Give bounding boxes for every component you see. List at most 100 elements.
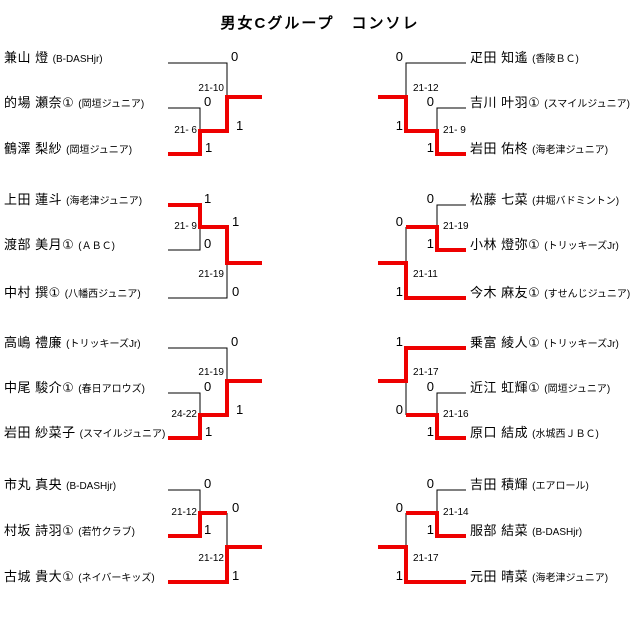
player-club: (トリッキーズJr) xyxy=(544,339,619,350)
player-club: (エアロール) xyxy=(532,481,589,492)
player-name-text: 吉川 叶羽① xyxy=(470,95,541,110)
player-name: 村坂 詩羽① (若竹クラブ) xyxy=(4,522,135,541)
bracket-black-R1 xyxy=(405,62,466,131)
game-score: 0 xyxy=(426,94,434,109)
player-name-text: 原口 結成 xyxy=(470,425,529,440)
player-name-text: 元田 晴菜 xyxy=(470,569,529,584)
page-title: 男女Cグループ コンソレ xyxy=(220,15,420,32)
player-club: (水城西ＪＢＣ) xyxy=(532,429,599,440)
set-score: 21- 6 xyxy=(174,125,197,136)
game-score: 1 xyxy=(426,424,434,439)
player-name: 的場 瀬奈① (岡垣ジュニア) xyxy=(4,94,144,113)
bracket-black-lines xyxy=(168,62,466,547)
player-club: (岡垣ジュニア) xyxy=(66,145,133,156)
final-game-score: 0 xyxy=(232,500,240,515)
game-score: 1 xyxy=(395,284,403,299)
player-club: (海老津ジュニア) xyxy=(66,196,143,207)
player-name: 渡部 美月① (ＡＢＣ) xyxy=(4,236,115,255)
bracket-black-R2 xyxy=(405,204,466,263)
player-club: (ネイバーキッズ) xyxy=(78,573,155,584)
game-score: 1 xyxy=(232,568,240,583)
set-score: 21-19 xyxy=(443,221,469,232)
player-name-text: 中尾 駿介① xyxy=(4,380,75,395)
set-score: 21- 9 xyxy=(443,125,466,136)
game-score: 0 xyxy=(204,379,212,394)
player-name-text: 岩田 佑柊 xyxy=(470,141,529,156)
game-score: 1 xyxy=(204,522,212,537)
player-name-text: 近江 虹輝① xyxy=(470,380,541,395)
bracket-black-L4 xyxy=(168,489,228,547)
final-game-score: 0 xyxy=(395,402,403,417)
final-game-score: 0 xyxy=(395,214,403,229)
set-score: 21-11 xyxy=(413,269,438,280)
winner-path-R4 xyxy=(378,511,466,584)
winner-path-L1 xyxy=(168,95,262,156)
game-score: 0 xyxy=(204,236,212,251)
player-club: (B-DASHjr) xyxy=(66,481,117,492)
player-name-text: 松藤 七菜 xyxy=(470,192,529,207)
final-game-score: 1 xyxy=(395,118,403,133)
game-score: 1 xyxy=(204,191,212,206)
player-club: (トリッキーズJr) xyxy=(66,339,141,350)
player-name: 市丸 真央 (B-DASHjr) xyxy=(4,476,116,495)
player-name-text: 服部 結菜 xyxy=(470,523,529,538)
set-score: 21-12 xyxy=(171,507,197,518)
player-name: 疋田 知遙 (香陵ＢＣ) xyxy=(470,49,579,68)
player-name-text: 鶴澤 梨紗 xyxy=(4,141,63,156)
player-club: (香陵ＢＣ) xyxy=(532,54,579,65)
game-score: 0 xyxy=(426,379,434,394)
player-name-text: 渡部 美月① xyxy=(4,237,75,252)
set-score: 21-19 xyxy=(198,367,224,378)
game-score: 1 xyxy=(395,334,403,349)
game-score: 0 xyxy=(395,49,403,64)
set-score: 21-19 xyxy=(198,269,224,280)
player-name-text: 古城 貴大① xyxy=(4,569,75,584)
player-name: 小林 燈弥① (トリッキーズJr) xyxy=(470,236,619,255)
player-club: (春日アロウズ) xyxy=(78,384,145,395)
player-name: 中尾 駿介① (春日アロウズ) xyxy=(4,379,145,398)
winner-path-R2 xyxy=(378,225,466,300)
set-score: 21- 9 xyxy=(174,221,197,232)
game-score: 0 xyxy=(426,476,434,491)
player-club: (岡垣ジュニア) xyxy=(544,384,611,395)
set-score: 21-14 xyxy=(443,507,469,518)
player-name-text: 上田 蓮斗 xyxy=(4,192,63,207)
player-name: 中村 撰① (八幡西ジュニア) xyxy=(4,284,141,303)
player-name-text: 中村 撰① xyxy=(4,285,61,300)
player-name: 元田 晴菜 (海老津ジュニア) xyxy=(470,568,608,587)
game-score: 0 xyxy=(426,191,434,206)
final-game-score: 1 xyxy=(232,214,240,229)
bracket-black-R4 xyxy=(405,489,466,547)
player-name: 服部 結菜 (B-DASHjr) xyxy=(470,522,582,541)
player-name: 近江 虹輝① (岡垣ジュニア) xyxy=(470,379,610,398)
game-score: 0 xyxy=(232,284,240,299)
player-club: (B-DASHjr) xyxy=(532,527,583,538)
player-club: (八幡西ジュニア) xyxy=(64,289,141,300)
set-score: 21-16 xyxy=(443,409,469,420)
player-club: (海老津ジュニア) xyxy=(532,145,609,156)
set-score: 21-12 xyxy=(413,83,439,94)
winner-path-R1 xyxy=(378,95,466,156)
player-name: 松藤 七菜 (井堀バドミントン) xyxy=(470,191,619,210)
game-score: 1 xyxy=(395,568,403,583)
player-club: (若竹クラブ) xyxy=(78,527,135,538)
player-name-text: 市丸 真央 xyxy=(4,477,63,492)
game-score: 1 xyxy=(205,140,213,155)
bracket-black-L1 xyxy=(168,62,228,131)
player-name-text: 小林 燈弥① xyxy=(470,237,541,252)
final-game-score: 1 xyxy=(236,402,244,417)
winner-path-L4 xyxy=(168,511,262,584)
game-score: 0 xyxy=(204,94,212,109)
final-game-score: 0 xyxy=(395,500,403,515)
winner-path-R3 xyxy=(378,346,466,440)
player-club: (岡垣ジュニア) xyxy=(78,99,145,110)
player-club: (すせんじジュニア) xyxy=(544,289,631,300)
player-name-text: 吉田 積輝 xyxy=(470,477,529,492)
game-score: 1 xyxy=(426,236,434,251)
game-score: 1 xyxy=(426,522,434,537)
player-club: (トリッキーズJr) xyxy=(544,241,619,252)
set-score: 21-17 xyxy=(413,553,439,564)
player-name-text: 乗富 綾人① xyxy=(470,335,541,350)
